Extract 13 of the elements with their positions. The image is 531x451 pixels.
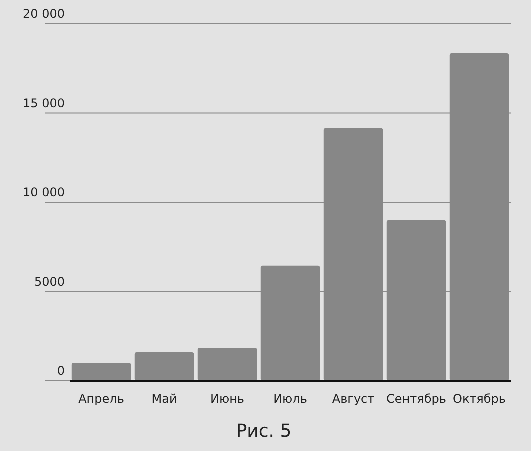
x-tick-label: Июль: [274, 392, 308, 406]
x-tick-label: Май: [152, 392, 178, 406]
y-tick-label: 0: [57, 364, 65, 378]
text: Рис. 5: [236, 421, 292, 442]
y-tick-label: 20 000: [23, 7, 65, 21]
x-tick-label: Сентябрь: [386, 392, 446, 406]
x-tick-label: Август: [332, 392, 375, 406]
y-tick-label: 5000: [34, 274, 65, 289]
y-tick-label: 15 000: [23, 96, 65, 110]
x-tick-label: Апрель: [78, 392, 124, 406]
y-tick-label: 10 000: [23, 186, 65, 200]
x-tick-label: Июнь: [210, 392, 244, 406]
x-tick-label: Октябрь: [453, 392, 506, 406]
